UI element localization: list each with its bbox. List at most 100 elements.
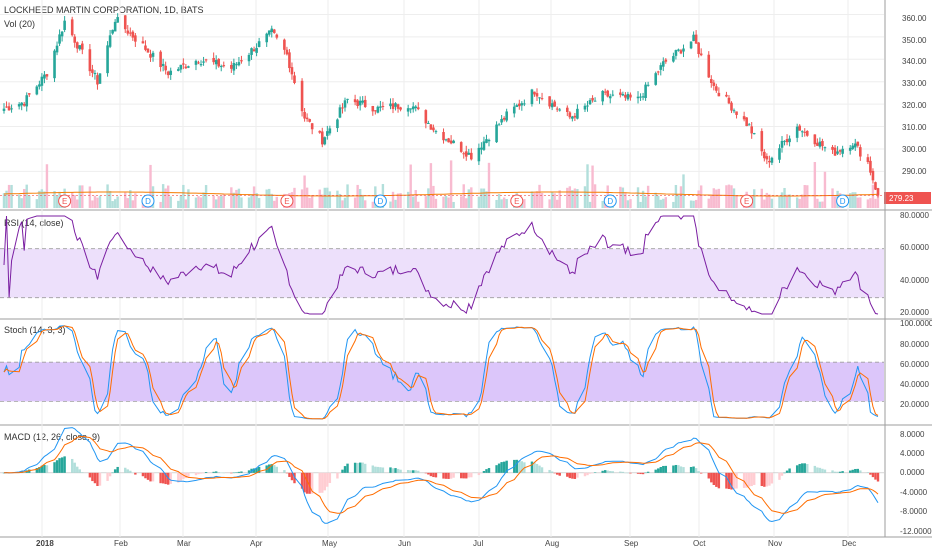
candle-body: [694, 34, 698, 44]
candle-body: [214, 60, 218, 65]
macd-histogram-bar: [28, 469, 31, 473]
macd-histogram-bar: [358, 462, 362, 473]
candle-body: [442, 132, 445, 141]
volume-bar: [371, 201, 374, 208]
candle-body: [497, 124, 501, 126]
candle-body: [785, 139, 789, 143]
macd-histogram-bar: [821, 468, 824, 473]
candle-body: [432, 127, 435, 131]
macd-histogram-bar: [240, 471, 243, 473]
macd-histogram-bar: [391, 468, 395, 473]
macd-histogram-bar: [353, 462, 357, 473]
volume-bar: [586, 164, 589, 208]
candle-body: [540, 98, 544, 100]
candle-body: [374, 110, 377, 112]
macd-histogram-bar: [747, 472, 751, 487]
macd-histogram-bar: [184, 472, 188, 479]
price-tick: 360.00: [902, 14, 927, 23]
candle-body: [88, 49, 92, 72]
volume-bar: [679, 186, 683, 208]
candle-body: [78, 45, 82, 50]
macd-histogram-bar: [576, 472, 579, 478]
macd-histogram-bar: [151, 472, 155, 482]
macd-histogram-bar: [626, 472, 630, 474]
volume-bar: [639, 201, 642, 208]
macd-label: MACD (12, 26, close, 9): [4, 432, 100, 442]
candle-body: [735, 111, 738, 115]
volume-bar: [785, 194, 789, 208]
candle-body: [134, 35, 137, 42]
volume-bar: [434, 198, 438, 208]
candle-body: [462, 153, 466, 155]
event-marker-dividend[interactable]: [836, 194, 850, 208]
event-marker-dividend[interactable]: [603, 194, 617, 208]
macd-histogram-bar: [477, 472, 481, 476]
volume-bar: [558, 190, 561, 208]
volume-bar: [343, 197, 347, 208]
candle-body: [270, 28, 274, 33]
candle-body: [682, 48, 685, 52]
candle-body: [859, 147, 862, 157]
candle-body: [310, 123, 314, 130]
volume-bar: [730, 185, 733, 208]
event-marker-earnings[interactable]: [510, 194, 524, 208]
event-marker-dividend[interactable]: [141, 194, 155, 208]
volume-bar: [432, 185, 435, 208]
volume-bar: [533, 192, 536, 208]
volume-bar: [361, 194, 364, 208]
macd-histogram-bar: [305, 472, 309, 494]
volume-bar: [662, 198, 665, 208]
volume-bar: [833, 196, 837, 208]
candle-body: [603, 91, 607, 93]
macd-histogram-bar: [399, 469, 402, 473]
macd-histogram-bar: [735, 472, 738, 489]
volume-bar: [177, 200, 180, 208]
macd-histogram-bar: [533, 462, 536, 473]
x-axis-label: Aug: [545, 539, 559, 548]
candle-body: [414, 106, 418, 109]
candle-body: [232, 62, 236, 71]
candle-body: [217, 58, 221, 67]
volume-bar: [199, 197, 203, 208]
volume-bar: [540, 192, 544, 208]
volume-bar: [798, 198, 801, 208]
candle-body: [91, 69, 94, 73]
candle-body: [230, 65, 233, 69]
macd-histogram-bar: [500, 462, 503, 473]
volume-bar: [821, 201, 824, 208]
macd-histogram-bar: [644, 472, 647, 474]
macd-histogram-bar: [199, 472, 203, 474]
candle-body: [356, 100, 359, 106]
volume-bar: [636, 187, 640, 208]
rsi-tick: 60.0000: [900, 243, 929, 252]
event-marker-earnings[interactable]: [740, 194, 754, 208]
macd-histogram-bar: [338, 472, 342, 474]
candle-body: [583, 105, 587, 110]
macd-histogram-bar: [187, 472, 190, 477]
candle-body: [237, 62, 241, 66]
candle-body: [194, 60, 198, 65]
macd-histogram-bar: [96, 472, 99, 486]
event-marker-dividend[interactable]: [373, 194, 387, 208]
candle-body: [783, 140, 786, 142]
macd-histogram-bar: [470, 472, 473, 478]
candle-body: [480, 147, 483, 150]
macd-histogram-bar: [268, 464, 271, 473]
volume-bar: [803, 185, 806, 208]
candle-body: [803, 131, 807, 133]
candle-body: [568, 112, 572, 118]
macd-histogram-bar: [553, 472, 556, 474]
volume-bar: [682, 174, 685, 208]
macd-histogram-bar: [854, 468, 857, 473]
volume-bar: [818, 201, 822, 208]
macd-histogram-bar: [538, 465, 541, 473]
macd-histogram-bar: [326, 472, 329, 487]
volume-bar: [353, 197, 357, 208]
volume-bar: [573, 188, 577, 208]
event-marker-earnings[interactable]: [58, 194, 72, 208]
volume-bar: [465, 198, 468, 208]
macd-histogram-bar: [341, 469, 344, 473]
event-marker-earnings[interactable]: [280, 194, 294, 208]
macd-histogram-bar: [502, 461, 506, 473]
